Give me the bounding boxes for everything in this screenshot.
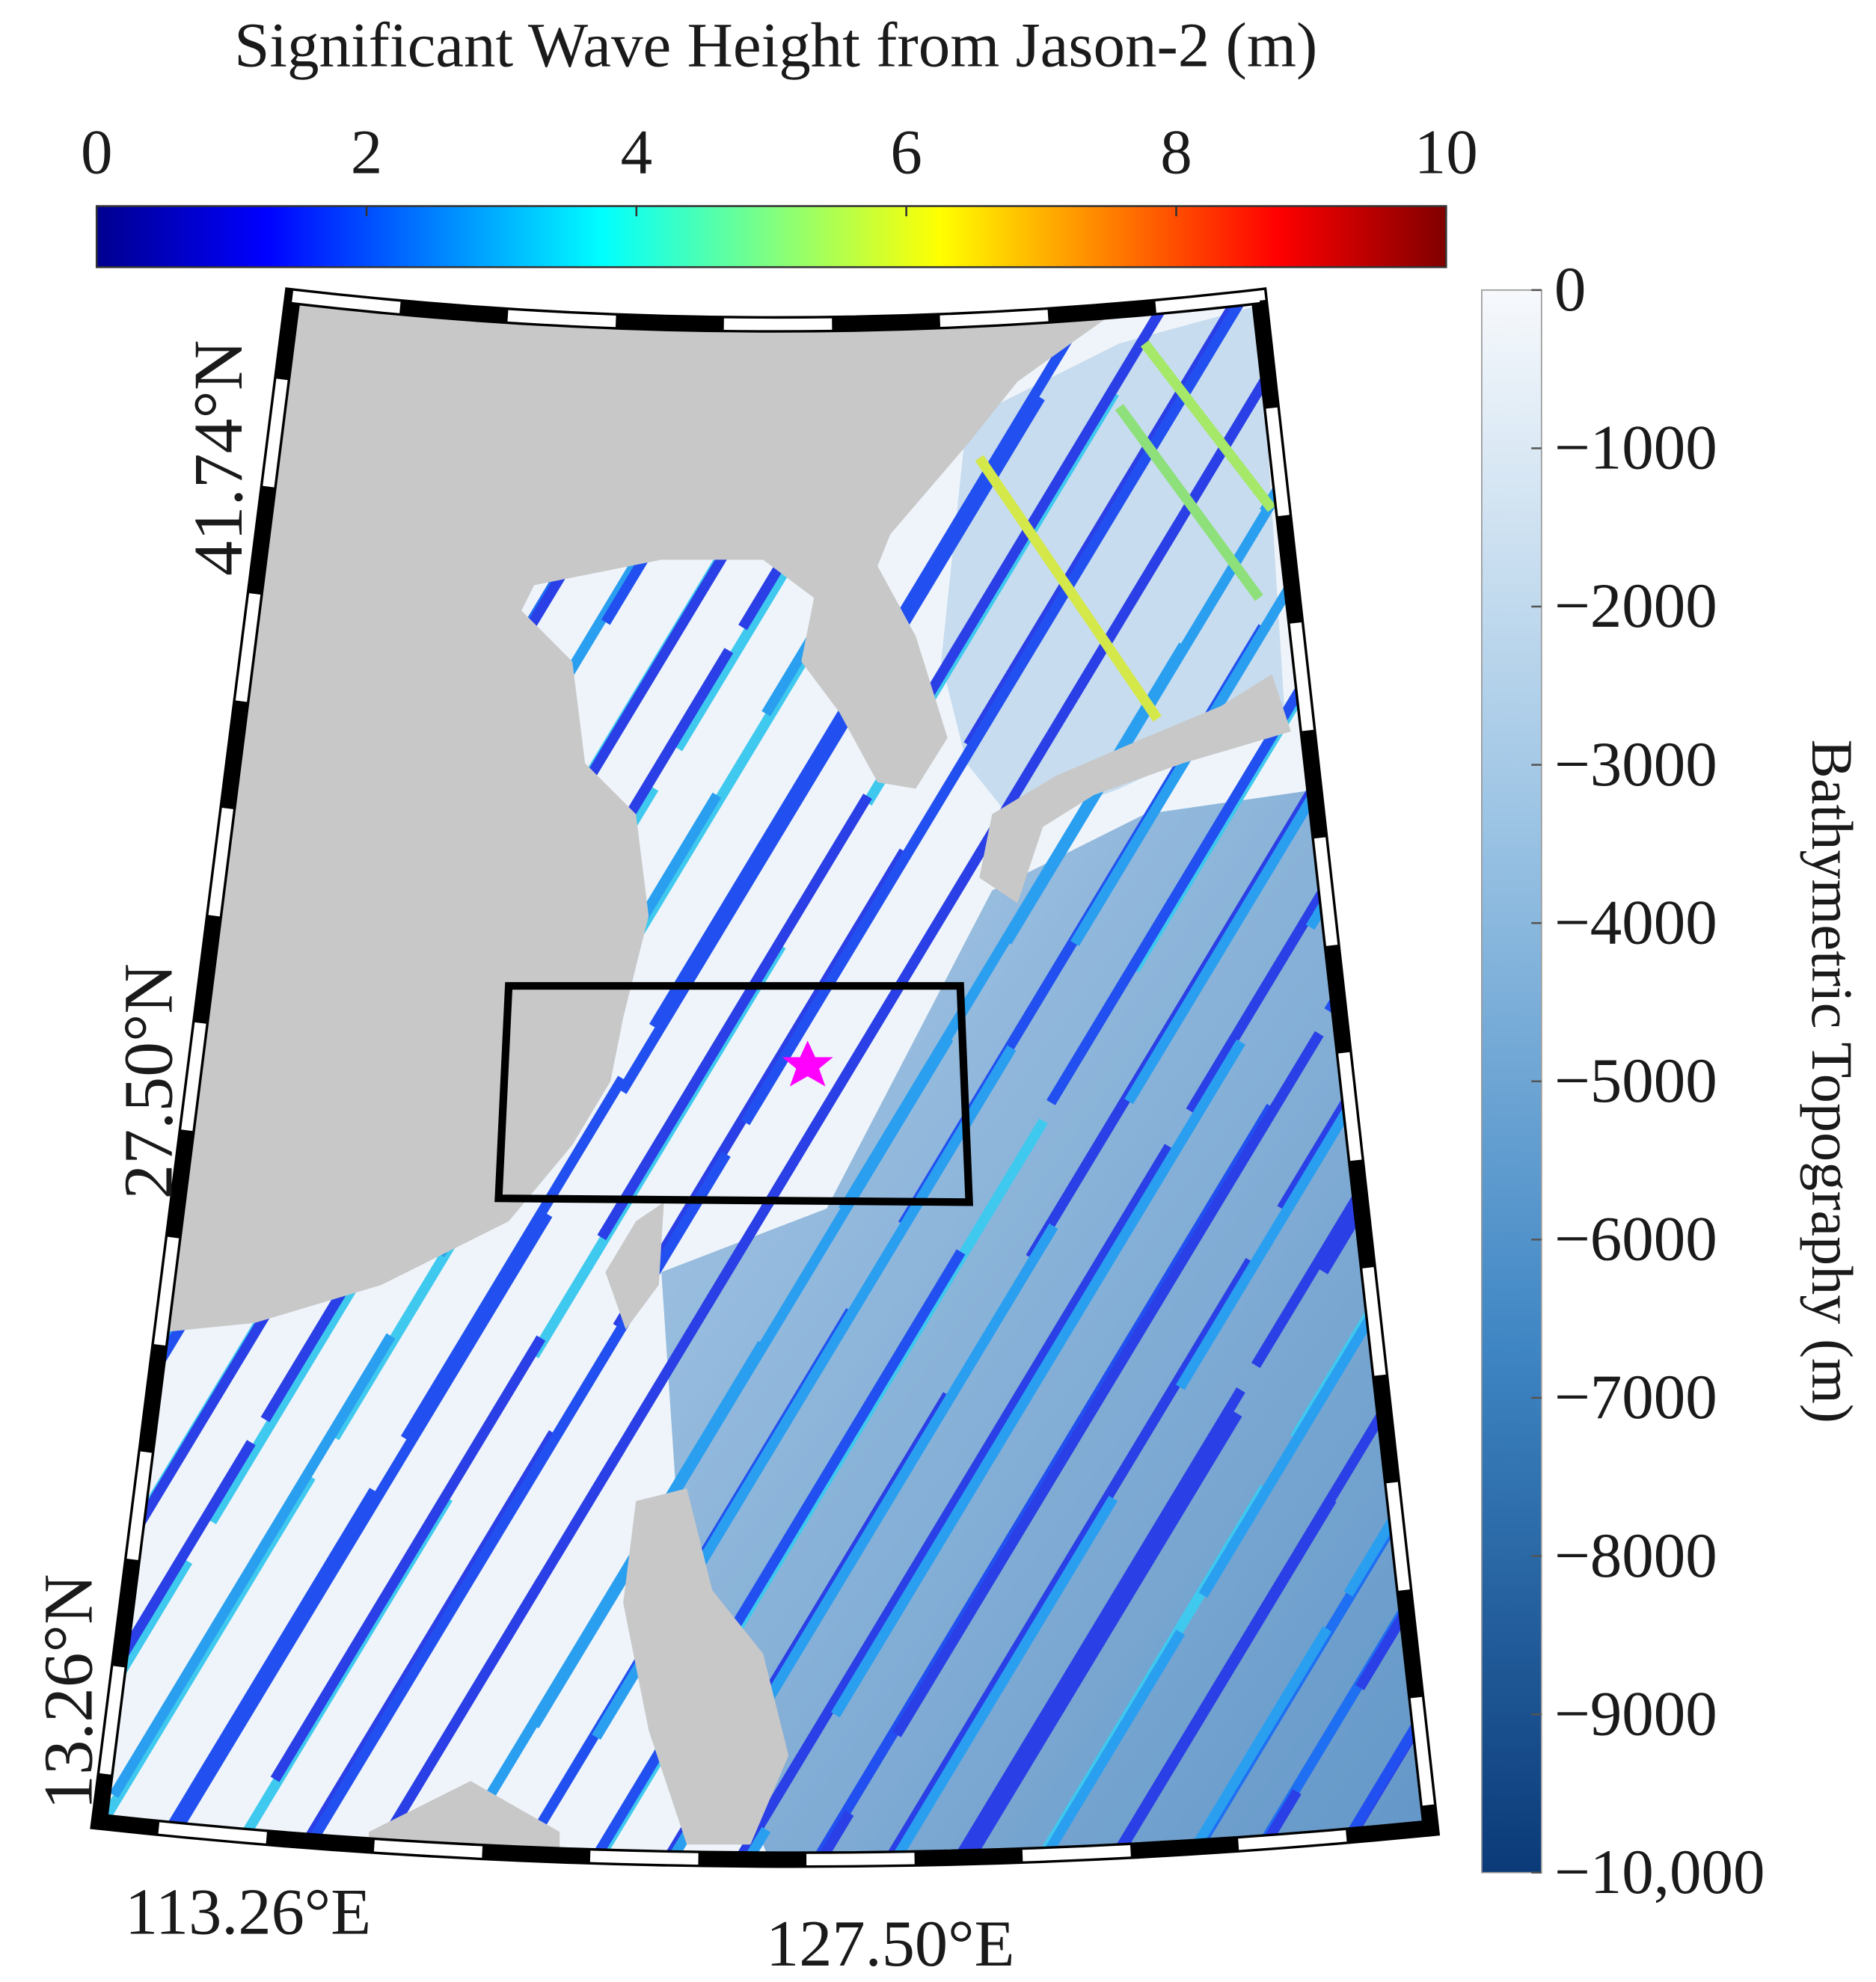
land [127, 296, 1291, 1860]
bathymetry-tick-label: −3000 [1554, 729, 1717, 800]
deep-ocean [661, 788, 1431, 1860]
sea-of-japan [941, 305, 1285, 827]
study-area-box [494, 982, 973, 1206]
japan [979, 674, 1291, 903]
wave-tick-label: 10 [1414, 117, 1478, 187]
bathymetry-tick-label: −7000 [1554, 1362, 1717, 1432]
wave-tick-label: 0 [81, 117, 113, 187]
satellite-track [1115, 404, 1263, 601]
bathymetry-colorbar-label: Bathymetric Topography (m) [1800, 740, 1865, 1423]
map-frame [90, 287, 1441, 1868]
satellite-track [420, 296, 1426, 1860]
wave-colorbar-title: Significant Wave Height from Jason-2 (m) [234, 10, 1317, 80]
location-star [782, 1040, 833, 1087]
bathymetry-tick-label: −6000 [1554, 1204, 1717, 1274]
satellite-track [637, 296, 1431, 1860]
bathymetry-tick-label: −8000 [1554, 1521, 1717, 1591]
satellite-track [705, 296, 1431, 1860]
satellite-track [1010, 296, 1431, 1860]
satellite-track [0, 254, 17, 1908]
satellite-track [975, 455, 1162, 722]
lat-label: 41.74°N [180, 340, 257, 576]
satellite-track [0, 254, 8, 1908]
bathymetry-tick-label: −9000 [1554, 1678, 1717, 1749]
wave-tick-label: 2 [351, 117, 383, 187]
wave-tick-label: 6 [890, 117, 922, 187]
bathymetry-tick-label: −5000 [1554, 1046, 1717, 1116]
satellite-track [1222, 296, 1431, 1860]
satellite-track [1081, 296, 1431, 1860]
satellite-track [1140, 340, 1276, 512]
korea [801, 565, 948, 789]
satellite-track [1154, 296, 1431, 1860]
satellite-track [117, 296, 1124, 1860]
philippines [623, 1488, 789, 1845]
lat-label: 27.50°N [111, 963, 188, 1199]
bathymetry-tick-label: −10,000 [1554, 1837, 1765, 1907]
satellite-track [714, 296, 1431, 1860]
mainland [127, 296, 1145, 1336]
satellite-track [935, 296, 1431, 1860]
lon-label: 113.26°E [125, 1875, 371, 1948]
satellite-track [125, 296, 1132, 1860]
bathymetry-tick-label: 0 [1554, 254, 1587, 325]
bathymetry-tick-label: −1000 [1554, 413, 1717, 483]
wave-tick-label: 8 [1160, 117, 1192, 187]
lat-label: 13.26°N [30, 1574, 107, 1809]
lon-label: 127.50°E [766, 1907, 1014, 1981]
wave-tick-label: 4 [621, 117, 653, 187]
bathymetry-tick-label: −4000 [1554, 887, 1717, 957]
taiwan [605, 1202, 664, 1330]
satellite-track [788, 296, 1431, 1860]
satellite-track [267, 296, 1274, 1860]
wave-colorbar [95, 205, 1447, 269]
satellite-track [339, 296, 1346, 1860]
bathymetry-tick-label: −2000 [1554, 571, 1717, 641]
